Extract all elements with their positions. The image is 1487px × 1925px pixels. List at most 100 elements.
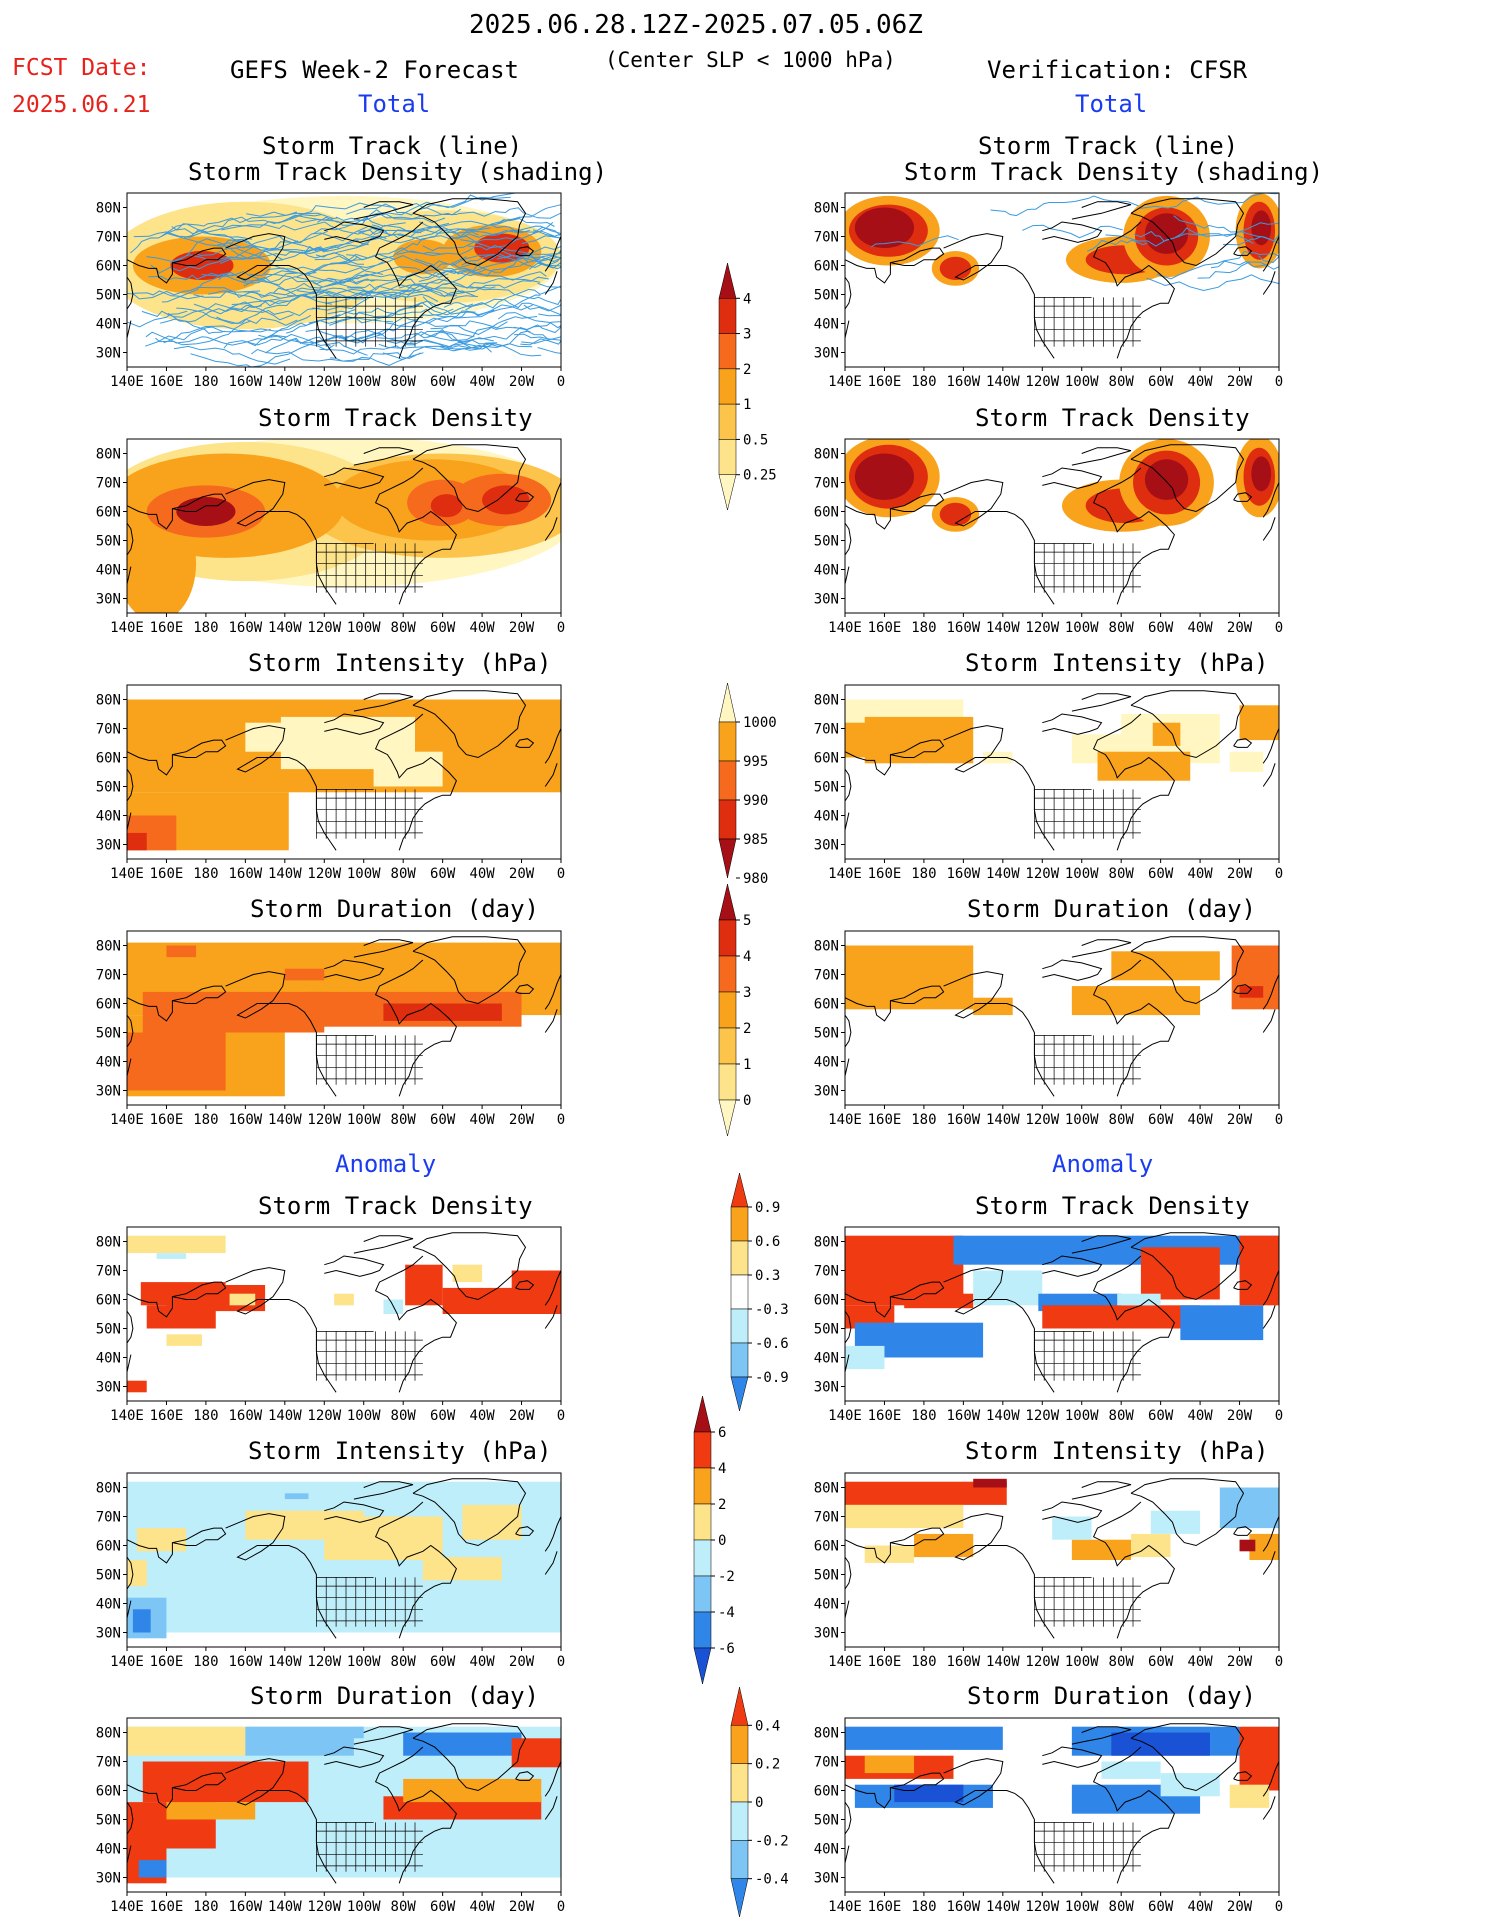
shade-cell — [132, 1609, 151, 1633]
shade-cell — [127, 1032, 226, 1091]
shade-cell — [845, 1481, 1007, 1505]
coastline — [127, 1310, 134, 1344]
colorbar-label: 2 — [743, 1021, 751, 1037]
lon-label: 40W — [1187, 1112, 1213, 1128]
lon-label: 80W — [1109, 1654, 1135, 1670]
coastline — [398, 551, 435, 605]
map-panel-uAnomL: 80N 70N 60N 50N 40N 30N 140E 160E 180 160W 140W 120… — [96, 1717, 565, 1915]
coastline — [1262, 1516, 1279, 1552]
colorbar-segment — [693, 1431, 712, 1469]
shade-cell — [1111, 951, 1220, 981]
coastline — [1262, 763, 1276, 787]
shade-cell — [1144, 213, 1189, 254]
lon-label: 140W — [268, 1899, 302, 1915]
lon-label: 160E — [150, 374, 184, 390]
colorbar-segment — [718, 1063, 737, 1101]
lat-label: 70N — [96, 1510, 121, 1526]
lon-label: 140E — [110, 374, 144, 390]
map-shading — [845, 685, 1279, 859]
shade-cell — [1239, 986, 1264, 998]
storm-track-line — [145, 331, 288, 346]
coastline — [1262, 974, 1279, 1010]
map-frame — [126, 1226, 562, 1402]
coastline — [127, 522, 134, 556]
coastline — [544, 763, 558, 787]
lat-label: 50N — [96, 534, 121, 550]
coastline — [353, 1481, 414, 1500]
lon-label: 140E — [828, 866, 862, 882]
coastline — [353, 1235, 414, 1254]
coastline — [353, 447, 414, 466]
lat-label: 80N — [814, 447, 839, 463]
coastline — [1262, 271, 1276, 295]
lon-label: 180 — [193, 1112, 218, 1128]
storm-track-line — [457, 330, 549, 349]
coastline — [353, 693, 414, 712]
panel-title-track-line-right: Storm Track (line) — [978, 132, 1239, 160]
coastline — [1071, 693, 1132, 712]
lon-label: 20W — [509, 620, 535, 636]
coastline — [943, 725, 1055, 851]
coastline — [225, 1758, 337, 1884]
lon-label: 120W — [1025, 866, 1059, 882]
colorbar-label: 1000 — [743, 715, 777, 731]
shade-cell — [1251, 456, 1272, 492]
storm-track-line — [218, 261, 384, 291]
shade-cell — [1150, 1510, 1201, 1534]
shade-cell — [142, 1761, 309, 1803]
coastline — [845, 1310, 852, 1344]
map-panel-intR: 80N 70N 60N 50N 40N 30N 140E 160E 180 160W 140W 120… — [814, 684, 1283, 882]
coastline — [943, 1513, 1055, 1639]
coastline — [1116, 1043, 1153, 1097]
lon-label: 20W — [1227, 374, 1253, 390]
coastline — [544, 236, 561, 272]
coastline — [398, 1339, 435, 1393]
shade-cell — [493, 728, 561, 772]
lat-label: 40N — [96, 809, 121, 825]
map-frame — [844, 438, 1280, 614]
lon-label: 160W — [947, 1899, 981, 1915]
lon-label: 180 — [911, 1112, 936, 1128]
shade-cell — [1111, 1732, 1210, 1756]
lon-label: 160W — [947, 1112, 981, 1128]
storm-track-line — [159, 304, 294, 324]
lat-label: 50N — [814, 1568, 839, 1584]
coastline — [1092, 1255, 1175, 1341]
storm-track-line — [243, 272, 369, 287]
coastline — [398, 1585, 435, 1639]
coastline — [544, 1270, 561, 1306]
storm-track-line — [457, 203, 561, 219]
colorbar-segment — [730, 1878, 749, 1918]
coastline — [1262, 728, 1279, 764]
coastline — [845, 768, 852, 802]
lon-label: 140W — [268, 620, 302, 636]
lon-label: 120W — [1025, 1899, 1059, 1915]
shade-cell — [166, 1802, 256, 1820]
storm-track-line — [150, 245, 256, 274]
lon-label: 180 — [911, 1408, 936, 1424]
lat-label: 50N — [96, 1813, 121, 1829]
lon-label: 100W — [1065, 1112, 1099, 1128]
shade-cell — [864, 1755, 915, 1774]
coastline — [845, 566, 850, 585]
colorbar-label: -6 — [718, 1641, 735, 1657]
lon-label: 180 — [911, 1654, 936, 1670]
coastline — [1262, 1796, 1276, 1820]
map-shading — [845, 931, 1279, 1105]
lon-label: 140W — [268, 374, 302, 390]
lat-label: 30N — [814, 1084, 839, 1100]
coastline — [544, 271, 558, 295]
lon-label: 100W — [347, 1408, 381, 1424]
coastline — [1042, 467, 1103, 489]
shade-cell — [245, 722, 305, 752]
storm-track-line — [315, 235, 387, 258]
coastline — [127, 768, 134, 802]
storm-track-line — [148, 272, 250, 281]
lon-label: 80W — [391, 374, 417, 390]
colorbar-label: 6 — [718, 1425, 726, 1441]
lon-label: 140E — [828, 620, 862, 636]
colorbar-segment — [730, 1725, 749, 1764]
coastline — [515, 984, 535, 994]
panel-title-density-anom-right: Storm Track Density — [975, 1192, 1250, 1220]
colorbar-label: 1 — [743, 397, 751, 413]
